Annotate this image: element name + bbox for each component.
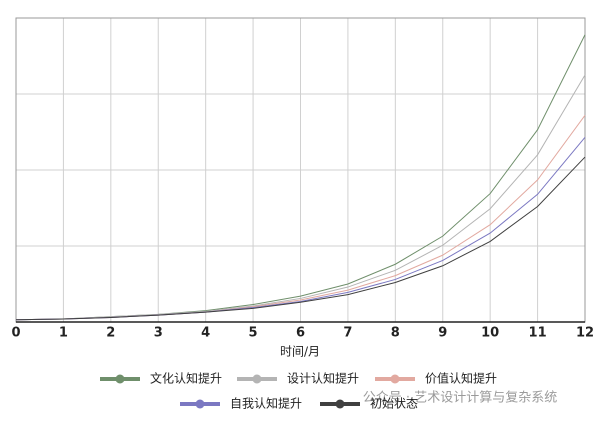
x-tick-label: 4 [201,326,210,341]
x-tick-label: 9 [438,326,447,341]
x-tick-label: 3 [154,326,163,341]
x-tick-label: 1 [59,326,68,341]
legend-marker [390,374,400,384]
series-line [15,74,586,321]
plot: 0 1 2 3 4 5 6 7 8 9 10 11 12 [11,17,594,341]
legend-item: 自我认知提升 [180,396,302,411]
legend-marker [115,374,125,384]
legend-item: 价值认知提升 [375,371,497,386]
x-tick-label: 11 [529,326,547,341]
legend-marker [252,374,262,384]
x-tick-label: 0 [11,326,20,341]
x-tick-label: 8 [391,326,400,341]
x-tick-label: 12 [576,326,594,341]
legend-marker [195,399,205,409]
x-tick-label: 6 [296,326,305,341]
legend-label: 文化认知提升 [150,371,222,386]
watermark: 公众号 · 艺术设计计算与复杂系统 [363,391,557,406]
x-tick-label: 2 [106,326,115,341]
series-line [15,156,586,321]
x-axis-label: 时间/月 [280,345,320,359]
legend-label: 设计认知提升 [287,371,359,386]
x-tick-label: 7 [343,326,352,341]
legend-item: 初始状态 [320,397,418,411]
legend-label: 初始状态 [370,397,418,411]
legend-label: 价值认知提升 [425,371,497,386]
legend-label: 自我认知提升 [230,396,302,411]
legend-item: 设计认知提升 [237,371,359,386]
x-tick-label: 5 [249,326,258,341]
x-tick-label: 10 [481,326,499,341]
legend-item: 文化认知提升 [100,371,222,386]
legend-marker [335,399,345,409]
